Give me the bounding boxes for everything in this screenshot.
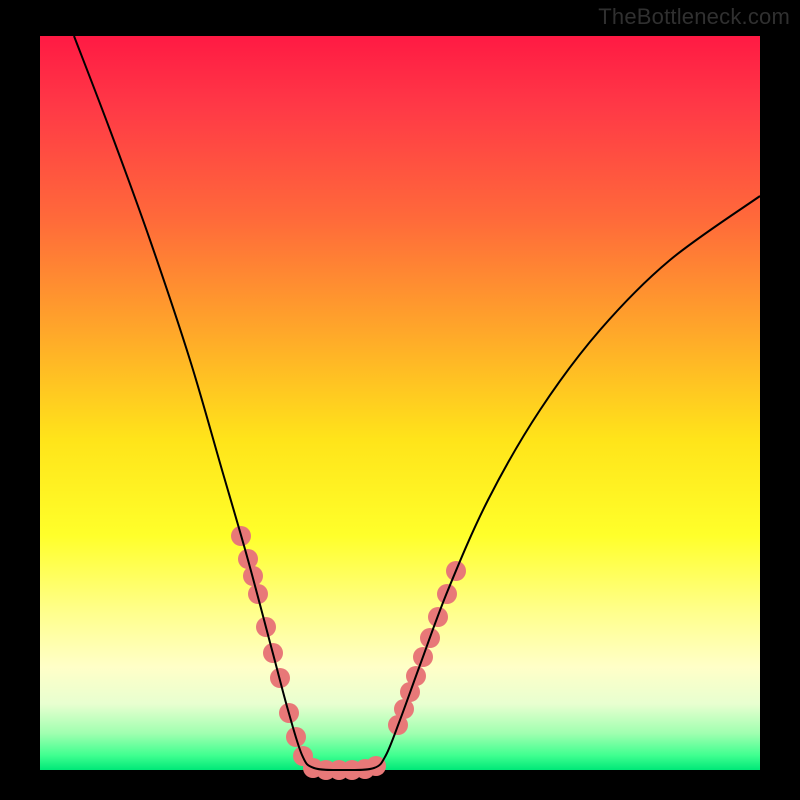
marker-group (231, 526, 466, 780)
watermark-text: TheBottleneck.com (598, 4, 790, 30)
bottleneck-curve (0, 0, 800, 800)
plot-area (40, 36, 760, 770)
